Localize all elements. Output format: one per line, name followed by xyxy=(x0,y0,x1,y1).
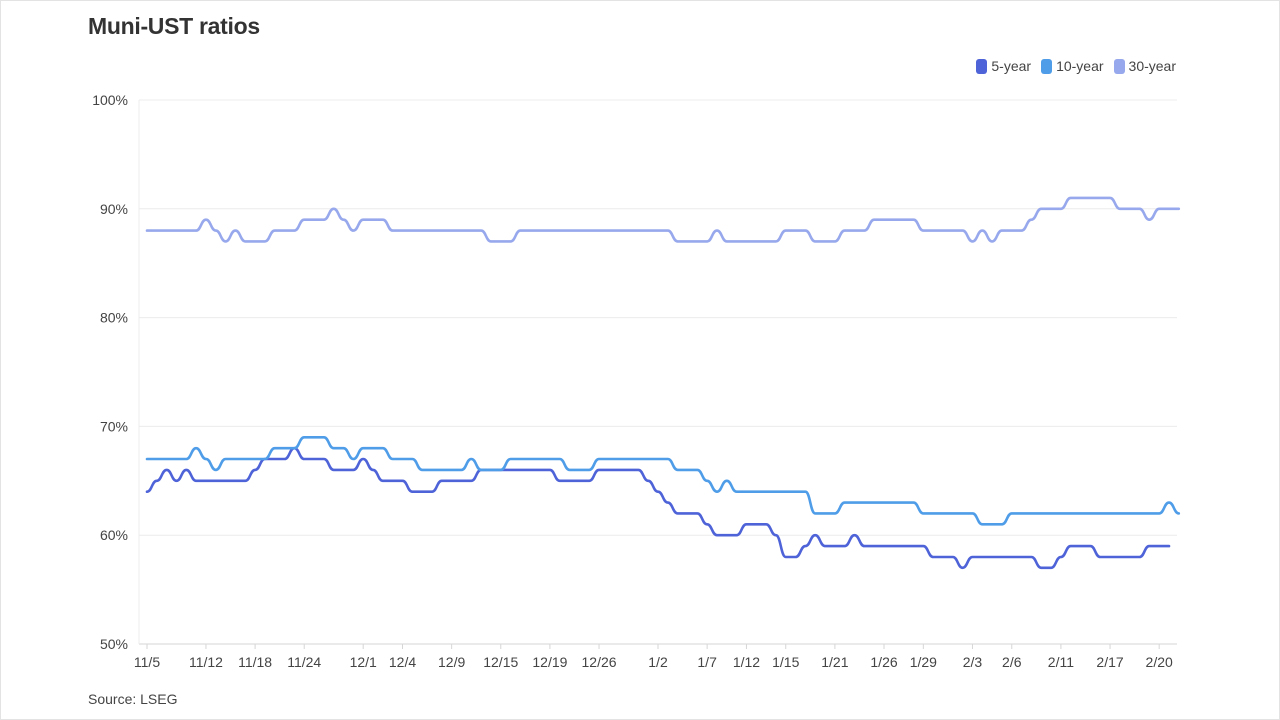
x-tick-label: 1/15 xyxy=(772,654,799,670)
x-tick-label: 2/11 xyxy=(1048,654,1074,670)
legend-item-5-year[interactable]: 5-year xyxy=(976,58,1031,74)
x-tick-label: 1/7 xyxy=(697,654,717,670)
series-lines xyxy=(145,196,1181,570)
x-tick-label: 11/24 xyxy=(287,654,321,670)
y-tick-label: 50% xyxy=(100,636,128,652)
x-tick-label: 2/3 xyxy=(963,654,983,670)
grid-lines xyxy=(138,99,1177,645)
legend-swatch-10-year xyxy=(1041,58,1053,74)
y-tick-label: 90% xyxy=(100,201,128,217)
x-tick-label: 1/12 xyxy=(733,654,760,670)
x-tick-label: 2/20 xyxy=(1146,654,1173,670)
x-tick-label: 1/2 xyxy=(648,654,668,670)
x-tick-label: 1/26 xyxy=(870,654,897,670)
legend-label-10-year: 10-year xyxy=(1056,58,1104,74)
legend-swatch-30-year xyxy=(1113,58,1125,74)
legend-label-30-year: 30-year xyxy=(1128,58,1176,74)
x-tick-label: 12/1 xyxy=(350,654,377,670)
x-tick-label: 12/19 xyxy=(532,654,567,670)
x-tick-label: 12/26 xyxy=(582,654,617,670)
x-tick-label: 1/29 xyxy=(910,654,937,670)
y-tick-label: 60% xyxy=(100,527,128,543)
y-axis-ticks: 50% 60% 70% 80% 90% 100% xyxy=(92,92,128,652)
series-line-10-year xyxy=(145,435,1181,526)
y-tick-label: 80% xyxy=(100,310,128,326)
x-tick-label: 11/12 xyxy=(189,654,223,670)
source-note: Source: LSEG xyxy=(88,691,178,707)
series-line-30-year xyxy=(145,196,1181,243)
legend: 5-year 10-year 30-year xyxy=(976,58,1176,74)
x-tick-label: 11/18 xyxy=(238,654,272,670)
x-tick-label: 1/21 xyxy=(821,654,848,670)
legend-label-5-year: 5-year xyxy=(991,58,1032,74)
legend-swatch-5-year xyxy=(976,58,988,74)
legend-item-10-year[interactable]: 10-year xyxy=(1041,58,1104,74)
x-axis-ticks: 11/5 11/12 11/18 11/24 12/1 12/4 12/9 12/15 12/1… xyxy=(134,644,1173,670)
legend-item-30-year[interactable]: 30-year xyxy=(1113,58,1176,74)
chart-title: Muni-UST ratios xyxy=(88,13,260,39)
x-tick-label: 2/17 xyxy=(1096,654,1123,670)
x-tick-label: 11/5 xyxy=(134,654,160,670)
x-tick-label: 12/4 xyxy=(389,654,416,670)
x-tick-label: 2/6 xyxy=(1002,654,1022,670)
y-tick-label: 70% xyxy=(100,418,128,434)
y-tick-label: 100% xyxy=(92,92,128,108)
x-tick-label: 12/9 xyxy=(438,654,465,670)
series-line-5-year xyxy=(145,446,1171,570)
x-tick-label: 12/15 xyxy=(483,654,518,670)
